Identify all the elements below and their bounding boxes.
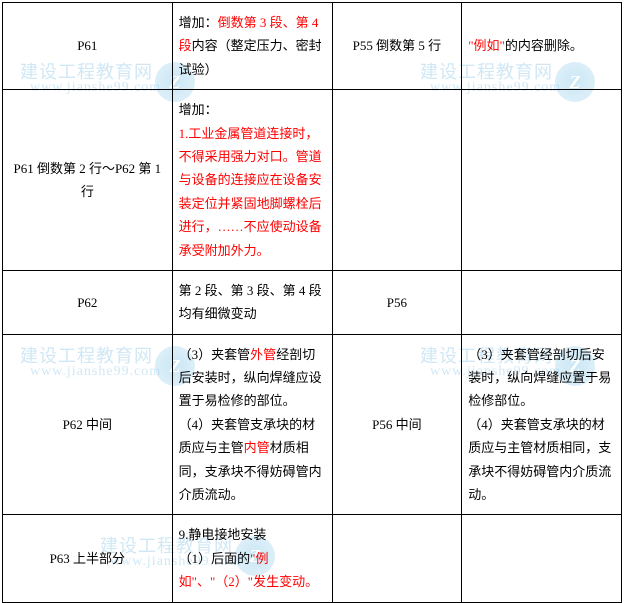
cell-location-new: P63 上半部分 — [3, 515, 173, 602]
cell-content-new: 增加：倒数第 3 段、第 4 段内容（整定压力、密封试验） — [172, 3, 332, 90]
cell-content-new: 增加： 1.工业金属管道连接时，不得采用强力对口。管道与设备的连接应在设备安装定位… — [172, 90, 332, 271]
cell-location-new: P62 中间 — [3, 334, 173, 515]
cell-location-old: P56 中间 — [332, 334, 462, 515]
text-span: 第 2 段、第 3 段、第 4 段均有细微变动 — [179, 283, 322, 321]
cell-location-old — [332, 515, 462, 602]
cell-content-old — [462, 90, 622, 271]
text-span: 增加： — [179, 15, 218, 30]
text-span: （1）后面的 — [179, 551, 251, 566]
cell-content-old: （3）夹套管经剖切后安装时，纵向焊缝应置于易检修部位。 （4）夹套管支承块的材质应… — [462, 334, 622, 515]
cell-location-old — [332, 90, 462, 271]
comparison-table: P61 增加：倒数第 3 段、第 4 段内容（整定压力、密封试验） P55 倒数第 … — [2, 2, 622, 603]
table-row: P61 倒数第 2 行～P62 第 1 行 增加： 1.工业金属管道连接时，不得采用… — [3, 90, 622, 271]
text-span: （4）夹套管支承块的材质应与主管材质相同，支承块不得妨碍管内介质流动。 — [468, 417, 611, 502]
text-span: （3）夹套管 — [179, 347, 251, 362]
text-span: 1.工业金属管道连接时，不得采用强力对口。管道与设备的连接应在设备安装定位并紧固… — [179, 126, 322, 258]
cell-content-new: 9.静电接地安装（1）后面的"例如"、"（2）"发生变动。 — [172, 515, 332, 602]
text-span: 内容（整定压力、密封试验） — [179, 38, 322, 76]
cell-content-new: 第 2 段、第 3 段、第 4 段均有细微变动 — [172, 270, 332, 334]
cell-location-new: P61 倒数第 2 行～P62 第 1 行 — [3, 90, 173, 271]
text-span: 的内容删除。 — [505, 38, 583, 53]
cell-location-old: P55 倒数第 5 行 — [332, 3, 462, 90]
cell-text: P62 中间 — [63, 417, 112, 432]
text-span: （3）夹套管经剖切后安装时，纵向焊缝应置于易检修部位。 — [468, 347, 611, 409]
table-row: P62 第 2 段、第 3 段、第 4 段均有细微变动 P56 — [3, 270, 622, 334]
cell-text: P61 — [77, 38, 97, 53]
table-body: P61 增加：倒数第 3 段、第 4 段内容（整定压力、密封试验） P55 倒数第 … — [3, 3, 622, 603]
text-span: "例如" — [468, 38, 505, 53]
cell-text: P63 上半部分 — [50, 551, 125, 566]
table-row: P61 增加：倒数第 3 段、第 4 段内容（整定压力、密封试验） P55 倒数第 … — [3, 3, 622, 90]
table-row: P62 中间 （3）夹套管外管经剖切后安装时，纵向焊缝应设置于易检修的部位。（4）… — [3, 334, 622, 515]
cell-text: P56 中间 — [372, 417, 421, 432]
text-span: 增加： — [179, 102, 218, 117]
cell-location-new: P61 — [3, 3, 173, 90]
text-span: 内管 — [244, 440, 270, 455]
cell-text: P62 — [77, 295, 97, 310]
cell-content-old — [462, 515, 622, 602]
cell-text: P56 — [387, 295, 407, 310]
cell-location-old: P56 — [332, 270, 462, 334]
text-span: 9.静电接地安装 — [179, 527, 267, 542]
text-span: 外管 — [250, 347, 276, 362]
cell-content-new: （3）夹套管外管经剖切后安装时，纵向焊缝应设置于易检修的部位。（4）夹套管支承块… — [172, 334, 332, 515]
cell-content-old — [462, 270, 622, 334]
cell-text: P61 倒数第 2 行～P62 第 1 行 — [13, 161, 161, 199]
cell-text: P55 倒数第 5 行 — [353, 38, 441, 53]
cell-location-new: P62 — [3, 270, 173, 334]
cell-content-old: "例如"的内容删除。 — [462, 3, 622, 90]
table-row: P63 上半部分9.静电接地安装（1）后面的"例如"、"（2）"发生变动。 — [3, 515, 622, 602]
